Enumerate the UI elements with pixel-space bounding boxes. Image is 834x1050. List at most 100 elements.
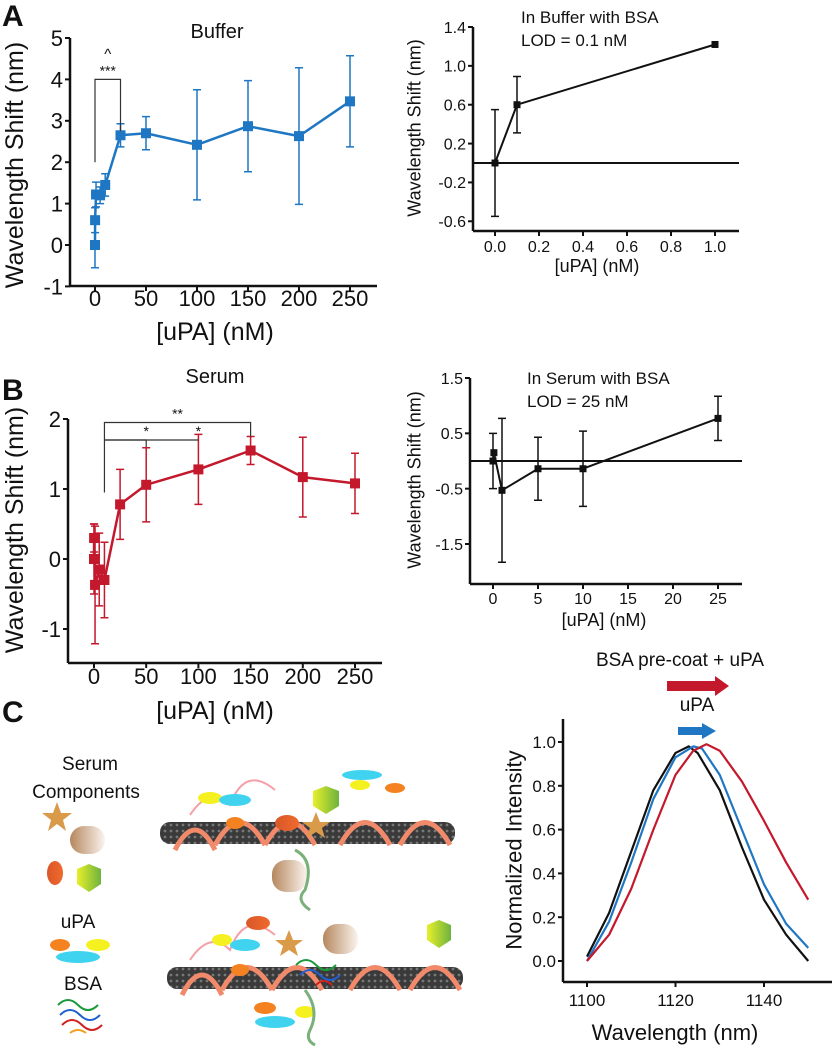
y-axis-label: Wavelength Shift (nm) <box>1 42 29 288</box>
data-point <box>115 130 126 141</box>
series-line <box>586 745 810 962</box>
data-point <box>193 464 204 475</box>
data-point <box>243 121 253 132</box>
y-tick-label: 5 <box>51 26 63 51</box>
significance-bracket <box>104 439 147 447</box>
data-point <box>99 575 110 585</box>
y-axis-label: Wavelength Shift (nm) <box>1 407 29 653</box>
series-upa <box>586 745 810 962</box>
y-tick-label: 0.0 <box>532 952 556 971</box>
x-tick-label: 1.0 <box>704 239 726 256</box>
x-tick-label: 10 <box>574 591 592 608</box>
data-point <box>345 96 355 107</box>
series-line <box>492 417 719 492</box>
data-point <box>95 190 106 201</box>
y-tick-label: 0.6 <box>532 821 556 840</box>
y-tick-label: 2 <box>51 150 63 175</box>
shift-arrow-label: BSA pre-coat + uPA <box>596 650 764 671</box>
serum-components-label-2: Components <box>32 782 140 803</box>
x-tick-label: 250 <box>332 286 369 311</box>
y-tick-label: 4 <box>51 67 63 92</box>
y-tick-label: 1 <box>51 192 63 217</box>
x-tick-label: 0.6 <box>616 239 638 256</box>
significance-label: * <box>196 423 202 439</box>
significance-bracket <box>94 78 122 163</box>
y-tick-label: 2 <box>49 407 61 432</box>
data-point <box>94 564 105 575</box>
data-point <box>513 101 521 109</box>
series-serum <box>89 433 360 645</box>
panel-label-b: B <box>2 374 24 407</box>
chart-title: In Serum with BSA <box>527 369 670 388</box>
panel-label-c: C <box>2 696 24 729</box>
x-tick-label: 1120 <box>657 991 694 1010</box>
chart-subtitle: LOD = 25 nM <box>527 392 629 411</box>
x-tick-label: 1100 <box>569 991 606 1010</box>
x-tick-label: 50 <box>134 664 158 689</box>
data-point <box>490 449 498 457</box>
chart-title: Serum <box>186 366 245 388</box>
x-tick-label: 1140 <box>746 991 783 1010</box>
y-tick-label: -1 <box>41 617 61 642</box>
serum-components-label-1: Serum <box>62 754 118 775</box>
y-tick-label: 0.4 <box>532 865 556 884</box>
data-point <box>141 128 151 139</box>
x-tick-label: 0 <box>88 664 100 689</box>
y-tick-label: 0 <box>49 547 61 572</box>
y-tick-label: -0.6 <box>438 214 466 231</box>
y-tick-label: 0.2 <box>532 908 556 927</box>
series-line <box>586 743 810 962</box>
data-point <box>491 159 499 167</box>
x-tick-label: 150 <box>232 664 269 689</box>
series-buffer <box>90 55 355 269</box>
data-point <box>90 240 100 250</box>
bsa-label: BSA <box>64 974 102 995</box>
significance-label: * <box>143 423 149 439</box>
data-point <box>245 445 256 456</box>
data-point <box>711 40 719 48</box>
x-tick-label: 15 <box>619 591 637 608</box>
chart-a-main: 0 50 100 150 200 250 -1 0 1 2 3 4 5 [uPA] (nM) Wavelen… <box>1 21 377 346</box>
series-line <box>93 100 351 246</box>
ellipse-icon <box>47 861 63 885</box>
x-axis-label: [uPA] (nM) <box>156 697 274 725</box>
data-point <box>714 414 722 422</box>
series-buffer-with-bsa <box>491 40 719 218</box>
nanotube-top <box>160 770 455 912</box>
x-tick-label: 0 <box>89 286 101 311</box>
series-control <box>586 745 810 962</box>
chart-b-inset: 0 5 10 15 20 25 -1.5 -0.5 0.5 1.5 [uPA] (nM) Wavele… <box>404 369 742 630</box>
capsule-icon <box>70 826 105 854</box>
significance-label: *** <box>100 62 117 78</box>
upa-label: uPA <box>61 912 96 933</box>
chart-title: Buffer <box>191 21 244 43</box>
x-axis-label: [uPA] (nM) <box>562 610 647 630</box>
x-axis-label: Wavelength (nm) <box>592 1020 759 1045</box>
series-line <box>92 449 356 587</box>
y-tick-label: 0 <box>51 233 63 258</box>
hexagon-icon <box>77 864 101 892</box>
y-tick-label: 0.2 <box>444 136 466 153</box>
x-tick-label: 150 <box>230 286 267 311</box>
bsa-molecule-icon <box>57 999 103 1034</box>
significance-bracket <box>103 421 252 493</box>
series-line <box>586 745 810 962</box>
data-point <box>489 457 497 465</box>
y-axis-label: Wavelength Shift (nm) <box>404 39 424 216</box>
x-tick-label: 20 <box>664 591 682 608</box>
y-tick-label: -0.2 <box>438 175 466 192</box>
significance-label: ** <box>172 406 183 422</box>
data-point <box>579 465 587 473</box>
upa-molecule-icon <box>50 939 110 963</box>
x-tick-label: 100 <box>180 664 217 689</box>
y-tick-label: 3 <box>51 109 63 134</box>
y-tick-label: 1.4 <box>444 20 466 37</box>
x-tick-label: 250 <box>337 664 374 689</box>
x-tick-label: 200 <box>284 664 321 689</box>
y-tick-label: 0.5 <box>441 426 463 443</box>
data-point <box>89 554 99 564</box>
x-tick-label: 0 <box>489 591 498 608</box>
data-point <box>350 478 360 489</box>
